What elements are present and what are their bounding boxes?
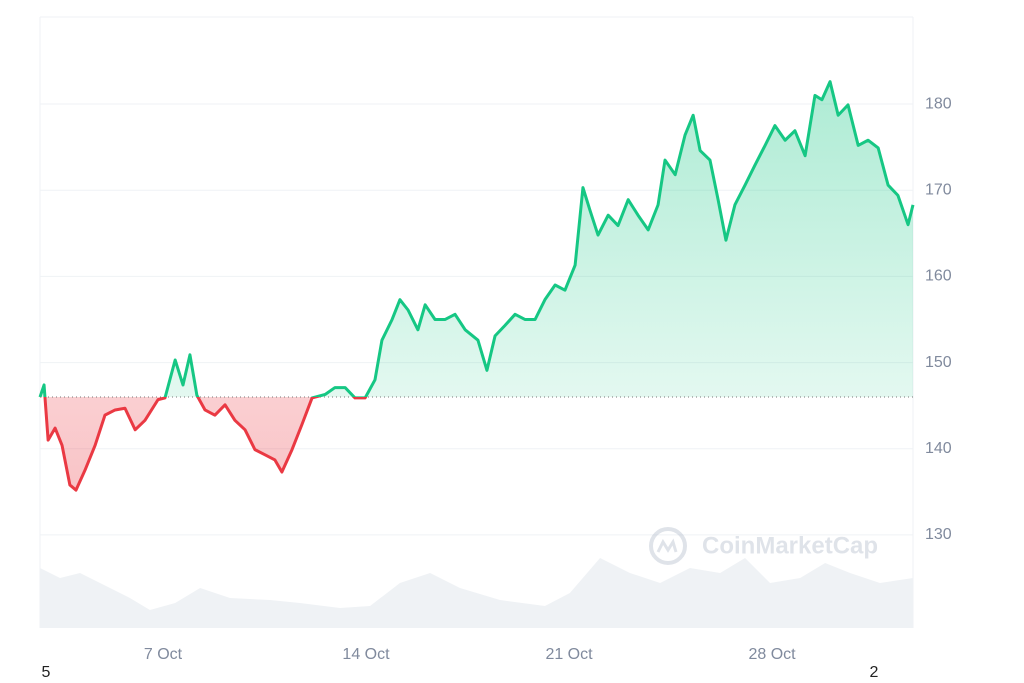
y-tick-label: 140: [925, 440, 952, 457]
y-tick-label: 170: [925, 181, 952, 198]
y-tick-label: 160: [925, 268, 952, 285]
edge-label: 2: [870, 664, 879, 681]
watermark-text: CoinMarketCap: [702, 532, 878, 559]
x-tick-label: 28 Oct: [748, 646, 796, 663]
area-fill-up: [40, 81, 913, 398]
x-tick-label: 7 Oct: [144, 646, 183, 663]
y-tick-label: 150: [925, 354, 952, 371]
watermark: CoinMarketCap: [649, 527, 878, 565]
edge-label: 5: [42, 664, 51, 681]
volume-area: [40, 558, 913, 628]
y-tick-label: 130: [925, 526, 952, 543]
area-fill-down: [40, 397, 913, 491]
y-tick-label: 180: [925, 95, 952, 112]
price-line-up: [38, 80, 915, 398]
x-tick-label: 14 Oct: [342, 646, 390, 663]
x-tick-label: 21 Oct: [545, 646, 593, 663]
